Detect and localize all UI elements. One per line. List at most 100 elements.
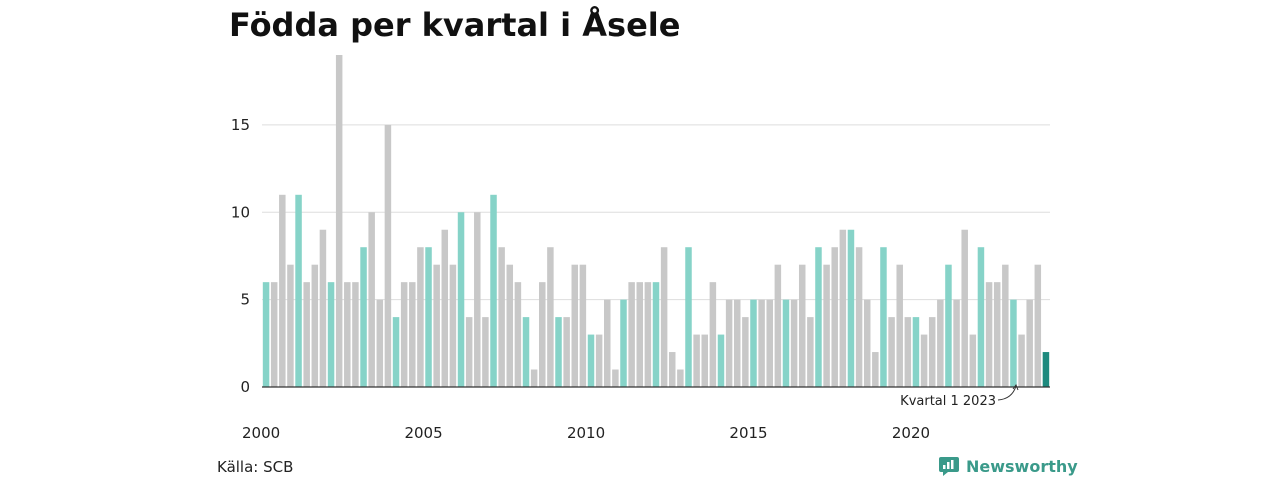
bar — [872, 352, 879, 387]
y-tick-label: 15 — [231, 116, 250, 134]
bar — [742, 317, 749, 387]
gridlines — [262, 124, 1050, 301]
bar — [295, 194, 302, 387]
bar — [571, 264, 579, 387]
bar — [701, 334, 708, 387]
x-tick-label: 2000 — [242, 424, 280, 442]
bar — [262, 282, 270, 387]
bar — [539, 282, 546, 387]
axes: 0 5 10 15 2000 2005 2010 2015 2020 — [231, 116, 1050, 442]
bar — [360, 247, 367, 387]
bar — [945, 264, 952, 387]
bar — [766, 299, 773, 387]
bar — [620, 299, 627, 387]
bar — [855, 247, 863, 387]
bar — [425, 247, 432, 387]
bar — [937, 299, 944, 387]
y-tick-label: 10 — [231, 203, 250, 221]
chart-title: Födda per kvartal i Åsele — [229, 6, 681, 44]
bar — [400, 282, 408, 387]
bar — [530, 369, 538, 387]
bar — [474, 212, 481, 387]
bar — [847, 229, 855, 387]
bar — [815, 247, 822, 387]
bar — [384, 124, 392, 387]
bar — [327, 282, 335, 387]
bar — [612, 369, 619, 387]
bar — [758, 299, 765, 387]
bar — [750, 299, 757, 387]
y-tick-label: 0 — [240, 378, 250, 396]
bar — [409, 282, 416, 387]
bar — [668, 352, 676, 387]
bar — [449, 264, 457, 387]
brand-name: Newsworthy — [966, 456, 1078, 476]
bar — [798, 264, 806, 387]
bar — [433, 264, 440, 387]
bar — [352, 282, 359, 387]
bar — [839, 229, 847, 387]
bar — [490, 194, 497, 387]
bar — [782, 299, 790, 387]
brand-logo[interactable]: Newsworthy — [938, 455, 1078, 477]
bar — [920, 334, 928, 387]
bar — [896, 264, 903, 387]
bar — [790, 299, 798, 387]
bar — [457, 212, 465, 387]
bar — [506, 264, 514, 387]
bar — [831, 247, 838, 387]
bar — [636, 282, 644, 387]
bar — [725, 299, 733, 387]
bar — [368, 212, 375, 387]
x-tick-label: 2015 — [729, 424, 767, 442]
bar — [888, 317, 895, 387]
bar — [912, 317, 920, 387]
bar — [985, 282, 993, 387]
bar — [522, 317, 530, 387]
bar — [587, 334, 595, 387]
x-tick-label: 2005 — [404, 424, 442, 442]
bar — [685, 247, 692, 387]
annotation-label: Kvartal 1 2023 — [900, 394, 996, 409]
bar — [579, 264, 587, 387]
bar — [904, 317, 912, 387]
bar — [1042, 352, 1050, 387]
bar — [1002, 264, 1009, 387]
bar — [441, 229, 449, 387]
bar — [717, 334, 725, 387]
bar — [1034, 264, 1042, 387]
bar — [465, 317, 473, 387]
bar — [376, 299, 384, 387]
bar — [644, 282, 652, 387]
bar — [993, 282, 1001, 387]
bar — [344, 282, 351, 387]
bar — [1026, 299, 1033, 387]
bar — [1010, 299, 1017, 387]
bar — [595, 334, 603, 387]
bar — [880, 247, 887, 387]
bar — [270, 282, 278, 387]
bar — [279, 194, 286, 387]
bar — [563, 317, 570, 387]
bar — [660, 247, 668, 387]
bar — [319, 229, 327, 387]
bar — [709, 282, 717, 387]
bar — [961, 229, 968, 387]
bar — [498, 247, 505, 387]
bar — [969, 334, 977, 387]
bar-chart-logo-icon — [939, 457, 959, 476]
bar — [953, 299, 960, 387]
bar — [693, 334, 700, 387]
bar — [774, 264, 782, 387]
y-tick-label: 5 — [240, 291, 250, 309]
x-tick-label: 2010 — [567, 424, 605, 442]
bar — [628, 282, 635, 387]
bar — [547, 247, 554, 387]
bar — [311, 264, 319, 387]
bar — [928, 317, 936, 387]
bar — [733, 299, 741, 387]
bar — [417, 247, 424, 387]
bar — [287, 264, 294, 387]
bar — [677, 369, 684, 387]
bar — [604, 299, 611, 387]
